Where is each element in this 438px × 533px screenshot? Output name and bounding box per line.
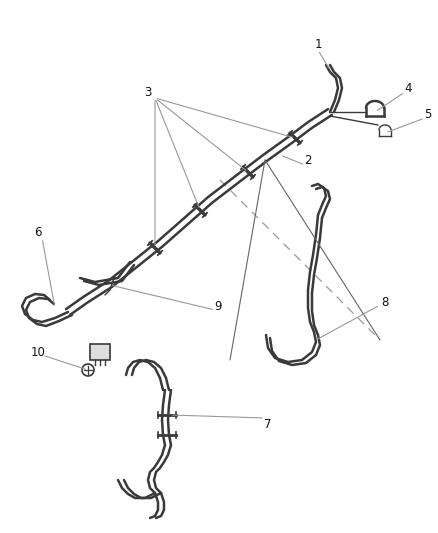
Text: 10: 10 [31, 345, 46, 359]
Text: 6: 6 [34, 225, 42, 238]
Text: 3: 3 [144, 86, 152, 100]
Text: 8: 8 [381, 295, 389, 309]
Text: 9: 9 [214, 300, 222, 312]
Text: 4: 4 [404, 82, 412, 94]
Text: 7: 7 [264, 417, 272, 431]
Text: 2: 2 [304, 154, 312, 166]
Text: 1: 1 [314, 37, 322, 51]
Text: 5: 5 [424, 108, 432, 120]
Bar [90, 344, 110, 360]
